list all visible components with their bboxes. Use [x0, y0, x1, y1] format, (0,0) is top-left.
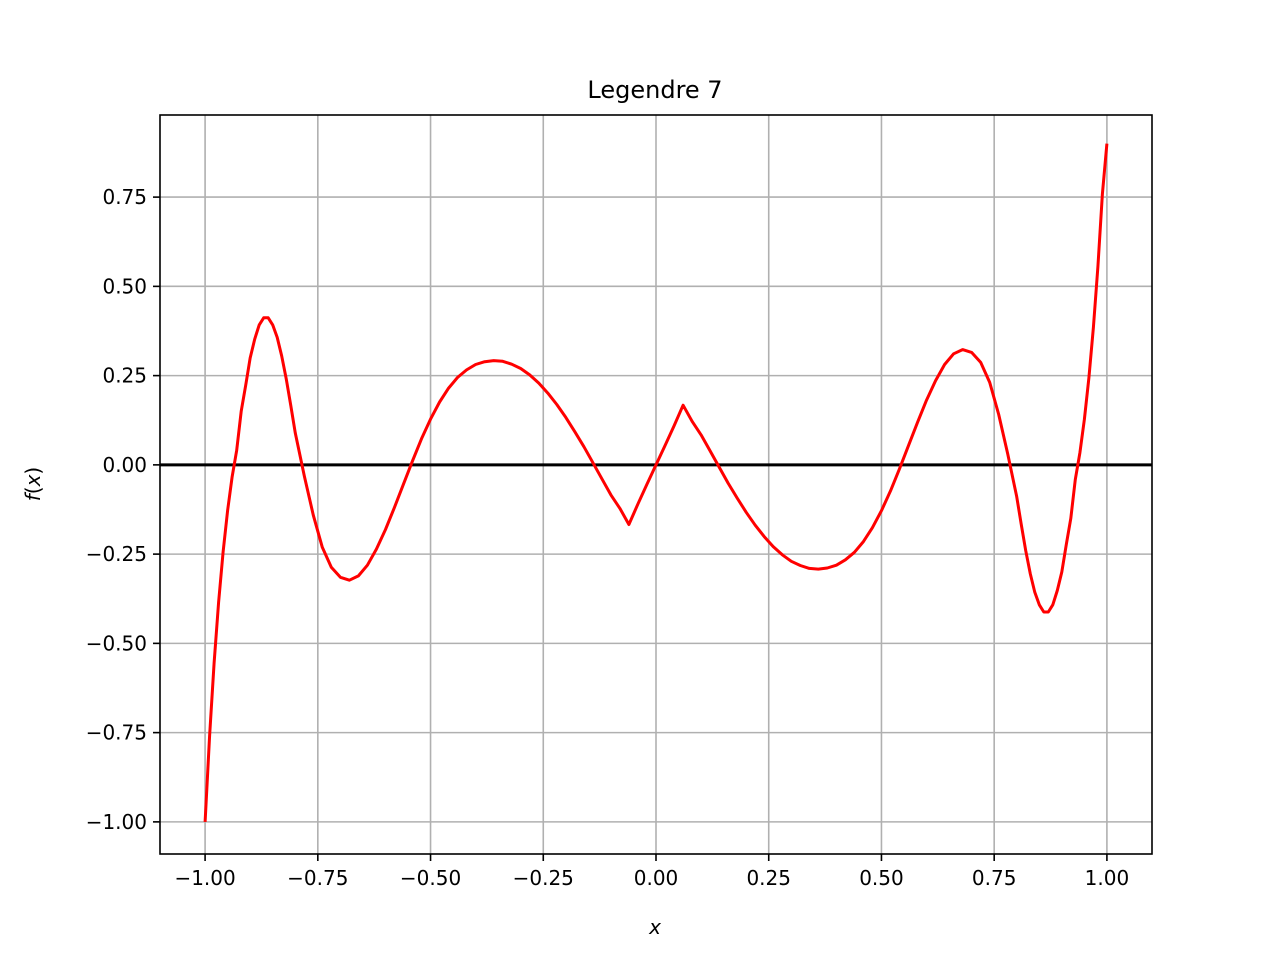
x-axis-ticks: −1.00 −0.75 −0.50 −0.25 0.00 0.25 0.50 0.75 1.00 [174, 854, 1129, 890]
y-tick-label: 0.75 [102, 185, 147, 209]
x-tick-label: 0.25 [746, 866, 791, 890]
y-tick-label: 0.25 [102, 364, 147, 388]
x-tick-label: −0.50 [400, 866, 461, 890]
y-label-var: x [21, 474, 45, 487]
y-label-func: f [21, 491, 45, 501]
y-label-open: ( [21, 486, 45, 494]
x-tick-label: 0.75 [972, 866, 1017, 890]
y-tick-label: −1.00 [86, 810, 147, 834]
x-tick-label: −1.00 [174, 866, 235, 890]
y-tick-label: −0.50 [86, 631, 147, 655]
y-tick-label: −0.25 [86, 542, 147, 566]
series-layer [203, 143, 1109, 822]
x-tick-label: −0.25 [513, 866, 574, 890]
x-tick-label: 0.00 [634, 866, 679, 890]
series-line-0 [203, 143, 1109, 822]
x-axis-label: x [648, 915, 661, 939]
y-tick-label: 0.00 [102, 453, 147, 477]
x-tick-label: 1.00 [1085, 866, 1130, 890]
y-tick-label: −0.75 [86, 721, 147, 745]
y-axis-ticks: −1.00 −0.75 −0.50 −0.25 0.00 0.25 0.50 0.75 [86, 185, 160, 834]
y-tick-label: 0.50 [102, 274, 147, 298]
y-label-close: ) [21, 467, 45, 475]
y-axis-label: f(x) [21, 467, 45, 502]
x-tick-label: 0.50 [859, 866, 904, 890]
chart-title: Legendre 7 [587, 76, 722, 104]
x-tick-label: −0.75 [287, 866, 348, 890]
